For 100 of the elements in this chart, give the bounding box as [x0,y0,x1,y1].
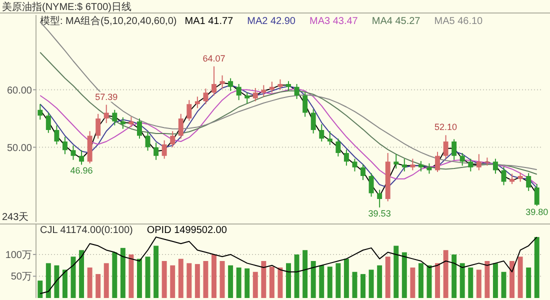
bar [394,246,399,298]
candlestick [452,138,457,160]
candlestick [344,149,349,166]
bar [476,270,482,298]
candlestick [501,166,506,186]
candlestick [360,164,366,181]
candlestick [137,118,142,140]
bar [244,268,250,298]
candlestick [62,136,68,155]
candlestick [112,109,118,126]
bar [336,263,341,298]
bar [137,258,142,298]
bar [162,261,167,298]
bar [435,263,440,298]
bar [385,256,390,298]
candlestick [252,88,258,102]
candlestick [476,154,482,171]
bar [145,256,150,298]
candlestick [294,84,300,100]
bar [410,268,416,298]
annotation: 57.39 [95,92,118,102]
candlestick [443,134,448,160]
chart-subtitle: 模型: MA组合(5,10,20,40,60,0) [40,15,177,27]
bar [302,250,308,298]
candlestick [236,84,242,101]
candlestick [410,158,416,171]
bar [352,272,358,298]
bar [87,268,92,298]
candlestick [70,145,76,160]
candlestick [96,113,101,140]
bar [120,248,126,298]
candlestick [145,132,150,152]
bar [170,265,176,298]
annotation: 39.80 [526,206,548,217]
bar [319,265,324,298]
bar [54,265,60,298]
candlestick [54,124,60,145]
bar [518,256,523,298]
annotation: 52.10 [434,122,458,132]
bar [368,270,374,298]
bar [510,261,515,298]
line-series [40,236,538,294]
bar [38,280,43,298]
candlestick [402,158,407,172]
bar [62,270,68,298]
text: MA4 45.27 [372,16,421,27]
candlestick [460,152,465,166]
annotation: 39.53 [368,208,391,218]
bar [327,266,332,298]
bar [186,263,192,298]
bar [104,263,109,298]
text: MA5 46.10 [434,16,484,27]
y-tick-label: 100万 [5,250,32,261]
text: 243天 [2,212,29,223]
bar [484,261,490,298]
bar [468,268,474,298]
candlestick [244,92,250,104]
candlestick [278,78,283,90]
candlestick [178,113,184,140]
candlestick [228,78,234,92]
bar [252,272,258,298]
candlestick [38,104,43,120]
candlestick [492,158,498,174]
bar [534,237,540,298]
annotation: 46.96 [70,166,93,176]
candlestick [203,88,208,105]
bar [377,265,382,298]
bar [294,254,300,298]
bar [310,261,316,298]
bar [96,274,101,298]
candlestick [336,138,341,157]
candlestick [418,160,424,172]
bar [402,252,407,298]
candlestick [352,158,358,172]
bar [269,266,274,298]
bar [194,264,200,298]
annotation: 64.07 [202,53,226,64]
candlestick [269,81,274,94]
candlestick [186,100,192,122]
candlestick [518,172,523,182]
bar [360,274,366,298]
bar [178,258,184,298]
bar [501,272,506,298]
bar [154,246,159,298]
candlestick [394,154,399,170]
candlestick [154,142,159,160]
candlestick [310,108,316,134]
candlestick [510,173,515,185]
bar [460,263,465,298]
text: MA2 42.90 [247,16,296,27]
candlestick [170,130,176,148]
bar [344,258,349,298]
candlestick [302,92,308,118]
candlestick [212,66,216,96]
candlestick [468,158,474,172]
candlestick [534,184,540,206]
bar [79,250,84,298]
candlestick [319,124,324,142]
bar [526,268,532,298]
chart-title: 美原油指(NYME:$ 6T00)日线 [2,1,132,13]
